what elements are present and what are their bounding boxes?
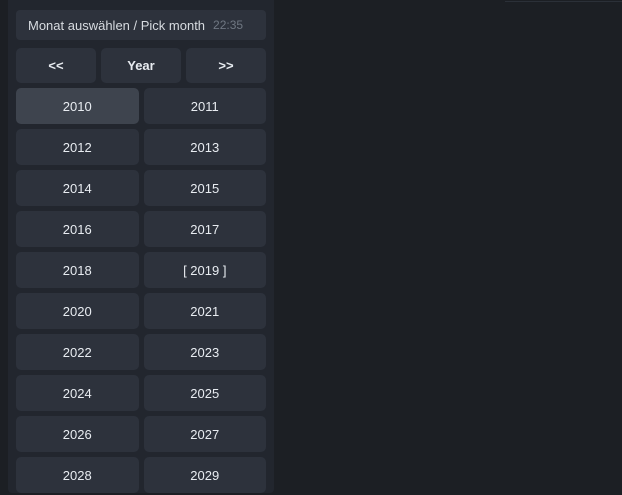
current-time-label: 22:35 [213, 18, 244, 32]
year-cell[interactable]: 2011 [143, 88, 266, 124]
year-picker-popup: Monat auswählen / Pick month 22:35 << Ye… [8, 0, 274, 493]
year-cell[interactable]: 2016 [16, 211, 139, 247]
next-decade-button[interactable]: >> [186, 48, 266, 83]
year-cell[interactable]: 2027 [143, 416, 266, 452]
year-grid: 2010 2011 2012 2013 2014 2015 2016 2017 2018[ 20… [16, 88, 266, 493]
year-cell[interactable]: 2024 [16, 375, 139, 411]
picker-nav-row: << Year >> [16, 48, 266, 83]
view-mode-button[interactable]: Year [101, 48, 181, 83]
year-picker-body: Monat auswählen / Pick month 22:35 << Ye… [8, 0, 274, 493]
year-cell[interactable]: 2014 [16, 170, 139, 206]
year-cell[interactable]: 2021 [143, 293, 266, 329]
year-cell[interactable]: 2020 [16, 293, 139, 329]
year-cell[interactable]: 2028 [16, 457, 139, 493]
top-edge-hairline [505, 1, 622, 2]
year-cell[interactable]: 2018 [16, 252, 139, 288]
picker-header: Monat auswählen / Pick month 22:35 [16, 10, 266, 40]
year-cell[interactable]: 2015 [143, 170, 266, 206]
year-cell[interactable]: 2029 [143, 457, 266, 493]
page-title: Monat auswählen / Pick month [28, 17, 206, 33]
year-cell[interactable]: 2013 [143, 129, 266, 165]
year-cell[interactable]: 2023 [143, 334, 266, 370]
year-cell[interactable]: 2012 [16, 129, 139, 165]
year-cell[interactable]: 2022 [16, 334, 139, 370]
year-cell[interactable]: 2025 [143, 375, 266, 411]
prev-decade-button[interactable]: << [16, 48, 96, 83]
year-cell[interactable]: 2026 [16, 416, 139, 452]
year-cell[interactable]: 2010 [16, 88, 139, 124]
year-cell[interactable]: [ 2019 ] [143, 252, 266, 288]
year-cell[interactable]: 2017 [143, 211, 266, 247]
